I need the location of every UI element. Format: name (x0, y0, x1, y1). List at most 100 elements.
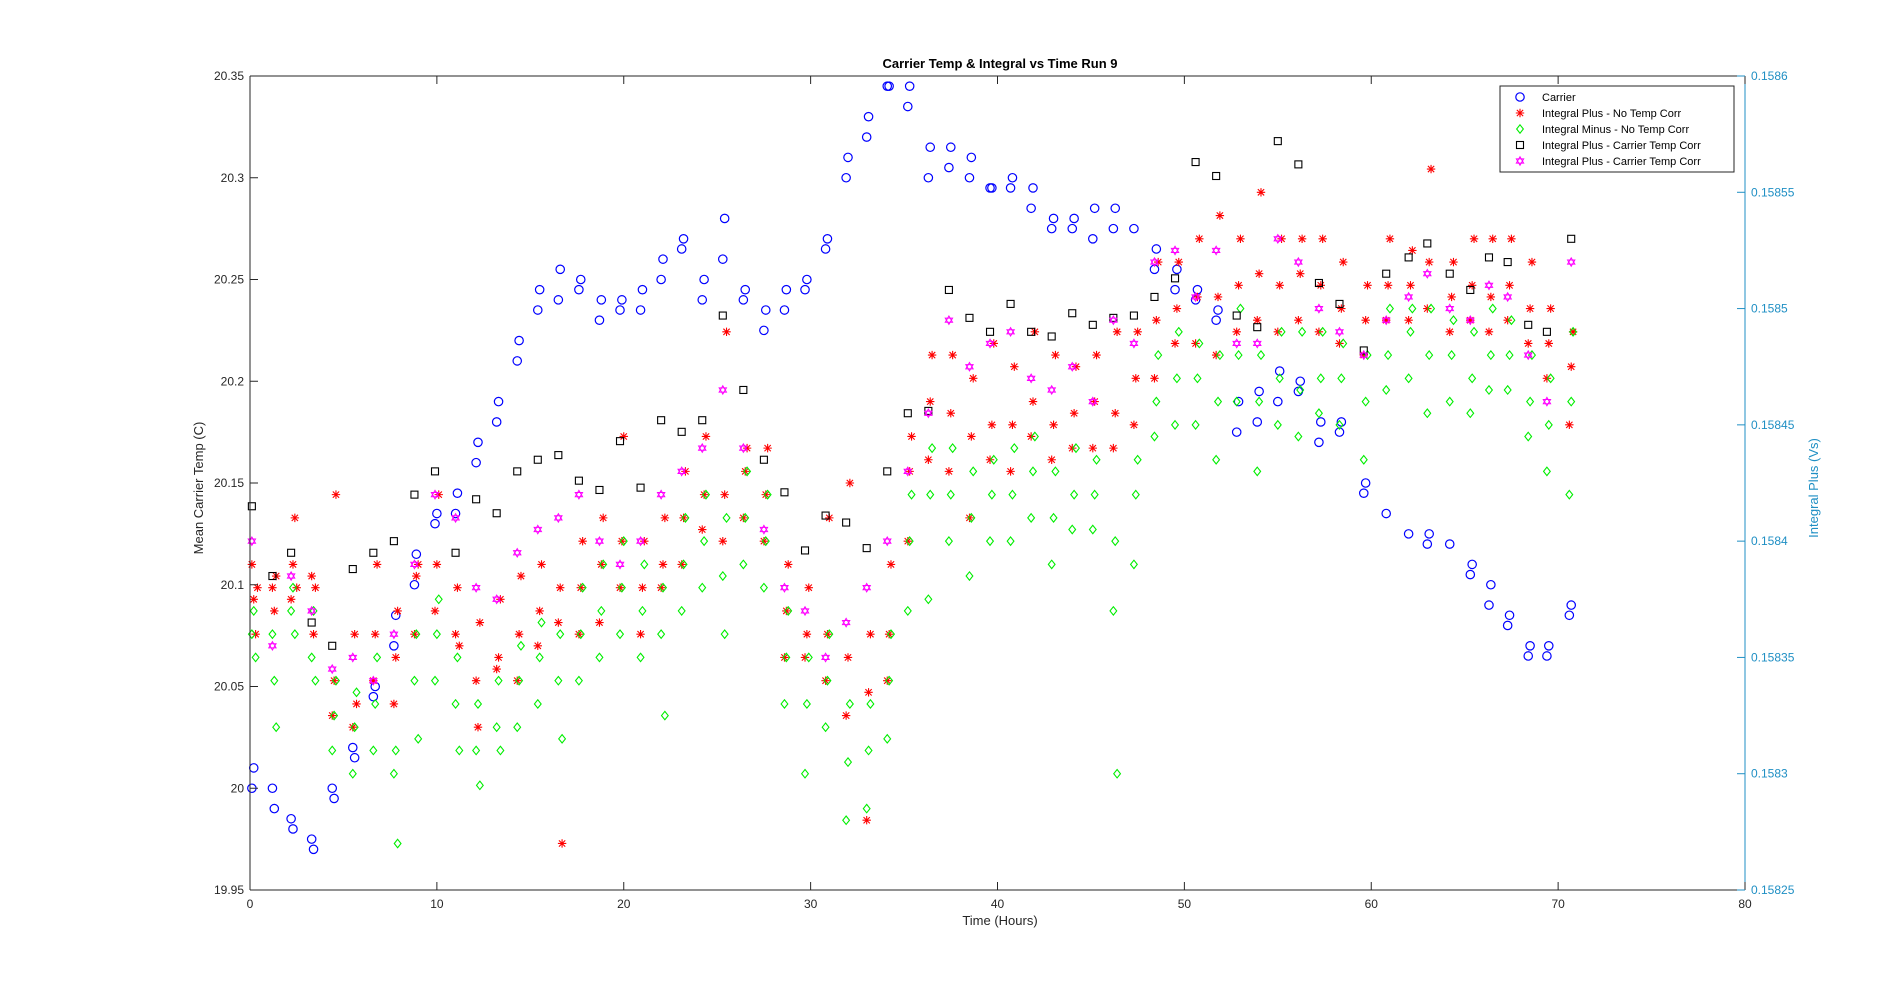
data-point (455, 745, 464, 756)
data-point (515, 675, 524, 686)
data-point (371, 698, 380, 710)
data-point (1524, 339, 1533, 348)
data-point (533, 455, 542, 464)
data-point (966, 152, 977, 163)
data-point (926, 489, 935, 500)
data-point (1048, 213, 1059, 224)
data-point (903, 605, 912, 616)
y-tick-label: 20.15 (214, 476, 244, 490)
data-point (556, 629, 565, 640)
data-point (574, 629, 584, 639)
data-point (739, 385, 748, 395)
data-point (720, 629, 729, 640)
data-point (453, 583, 462, 592)
data-point (1334, 326, 1345, 338)
data-point (1113, 768, 1122, 779)
data-point (965, 313, 974, 322)
data-point (1381, 315, 1391, 326)
data-point (841, 617, 851, 628)
data-point (761, 490, 770, 499)
data-point (759, 325, 769, 336)
data-point (269, 803, 280, 814)
data-point (1008, 420, 1017, 430)
y-tick-label: 20.35 (214, 69, 244, 83)
data-point (780, 698, 789, 710)
data-point (784, 605, 793, 616)
data-point (1234, 350, 1243, 361)
data-point (1233, 396, 1244, 407)
data-point (1047, 455, 1056, 464)
data-point (1294, 316, 1303, 325)
data-point (679, 513, 688, 523)
data-point (494, 653, 503, 662)
data-point (1111, 409, 1120, 418)
data-point (251, 652, 260, 663)
data-point (331, 675, 341, 686)
data-point (987, 183, 997, 193)
data-point (657, 416, 666, 425)
data-point (1046, 223, 1057, 234)
data-point (615, 629, 625, 640)
data-point (389, 699, 399, 709)
data-point (1213, 292, 1223, 302)
data-point (1335, 419, 1344, 430)
data-point (1469, 326, 1479, 337)
data-point (638, 605, 647, 616)
data-point (1404, 291, 1414, 303)
data-point (475, 618, 485, 627)
legend-marker (1515, 140, 1525, 150)
data-point (1546, 373, 1555, 384)
data-point (1449, 257, 1458, 267)
data-point (944, 315, 954, 326)
data-point (1507, 315, 1516, 326)
data-point (882, 535, 892, 547)
data-point (677, 466, 687, 477)
data-point (1027, 512, 1036, 523)
data-point (1232, 327, 1241, 337)
data-point (1088, 524, 1097, 535)
data-point (1445, 327, 1454, 337)
data-point (928, 443, 937, 454)
data-point (1569, 326, 1578, 337)
data-point (535, 606, 544, 616)
data-point (308, 844, 319, 855)
data-point (1404, 253, 1413, 262)
data-point (800, 546, 810, 555)
data-point (782, 652, 791, 663)
data-point (1027, 327, 1036, 336)
data-point (1467, 281, 1477, 290)
data-point (904, 81, 915, 91)
data-point (1504, 610, 1515, 621)
data-point (328, 711, 337, 720)
data-point (825, 629, 834, 640)
data-point (1298, 326, 1307, 337)
legend-box (1499, 85, 1735, 173)
data-point (1195, 234, 1204, 243)
data-point (1006, 536, 1015, 547)
legend-label: Integral Plus - Carrier Temp Corr (1542, 140, 1701, 152)
data-point (352, 687, 361, 698)
data-point (800, 605, 810, 617)
data-point (965, 570, 974, 582)
data-point (699, 490, 709, 499)
data-point (780, 653, 789, 662)
data-point (1335, 299, 1344, 308)
data-point (884, 629, 894, 639)
plot-area (247, 81, 1578, 855)
data-point (946, 409, 955, 418)
data-point (718, 570, 727, 582)
data-point (1232, 338, 1242, 349)
data-point (1192, 284, 1203, 295)
data-point (1026, 203, 1036, 214)
data-point (595, 485, 604, 495)
data-point (307, 571, 316, 581)
data-point (350, 629, 359, 639)
data-point (1129, 311, 1138, 320)
data-point (635, 305, 646, 315)
data-point (1277, 326, 1286, 337)
data-point (1404, 373, 1413, 384)
data-point (270, 675, 279, 686)
data-point (369, 548, 378, 557)
data-point (268, 629, 277, 640)
series-4 (247, 233, 1576, 686)
